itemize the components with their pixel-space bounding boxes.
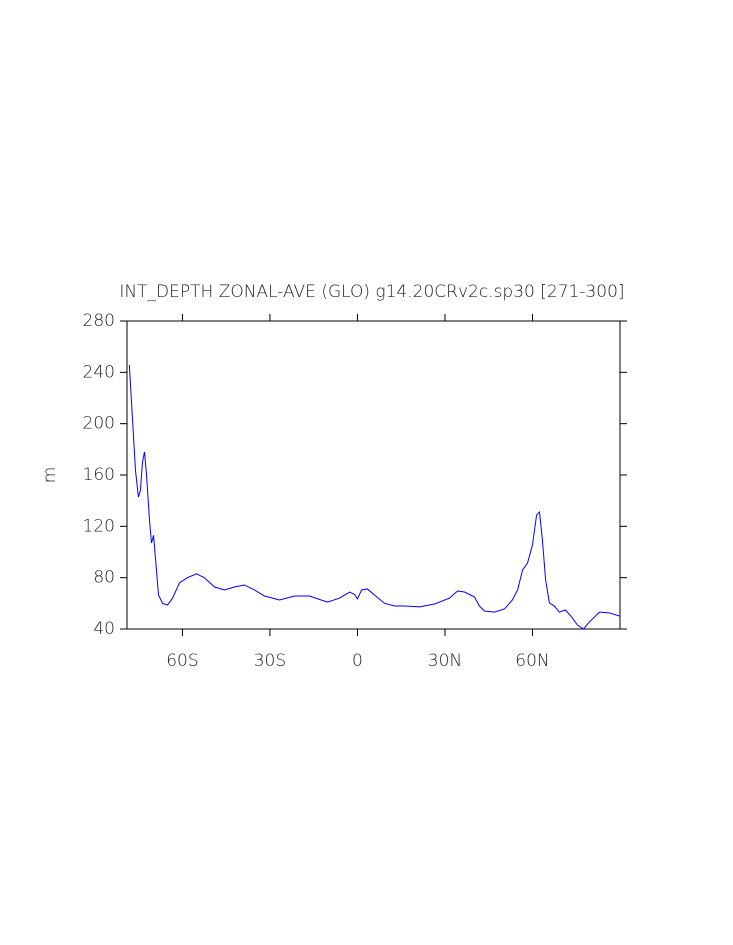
x-tick-label: 60N (515, 651, 549, 671)
y-tick-label: 240 (83, 362, 115, 382)
chart-title: INT_DEPTH ZONAL-AVE (GLO) g14.20CRv2c.sp… (119, 282, 624, 302)
y-tick-label: 40 (93, 619, 115, 639)
y-tick-label: 200 (83, 414, 115, 434)
y-axis-label: m (40, 467, 60, 484)
y-tick-label: 280 (83, 311, 115, 331)
y-tick-label: 160 (83, 465, 115, 485)
x-tick-label: 30S (254, 651, 286, 671)
x-tick-label: 0 (352, 651, 363, 671)
x-tick-label: 30N (428, 651, 462, 671)
data-line (128, 364, 620, 630)
y-tick-label: 80 (93, 568, 115, 588)
x-tick-label: 60S (166, 651, 198, 671)
y-tick-label: 120 (83, 516, 115, 536)
